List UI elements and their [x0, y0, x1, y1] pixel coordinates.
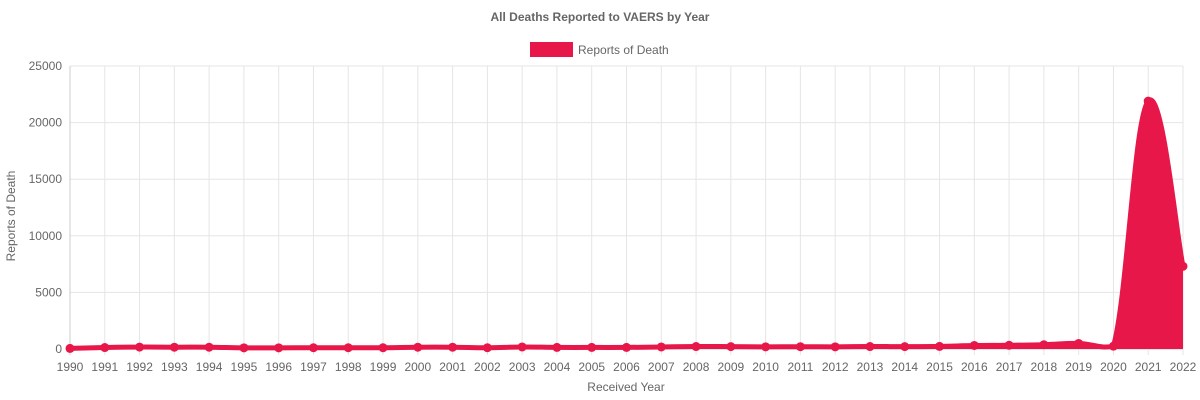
- x-tick-label: 2015: [926, 360, 953, 374]
- x-tick-label: 2020: [1100, 360, 1127, 374]
- data-point-2017[interactable]: [1004, 340, 1014, 350]
- x-tick-label: 2008: [683, 360, 710, 374]
- data-point-1994[interactable]: [204, 342, 214, 352]
- x-tick-label: 2014: [891, 360, 918, 374]
- chart-title: All Deaths Reported to VAERS by Year: [491, 10, 710, 24]
- data-point-2002[interactable]: [482, 343, 492, 353]
- x-tick-label: 2009: [717, 360, 744, 374]
- x-tick-label: 1997: [300, 360, 327, 374]
- data-point-2020[interactable]: [1108, 341, 1118, 351]
- legend-swatch[interactable]: [530, 42, 573, 57]
- y-axis-title: Reports of Death: [4, 171, 18, 262]
- x-tick-label: 2013: [857, 360, 884, 374]
- y-tick-label: 25000: [29, 59, 63, 73]
- point-layer[interactable]: [65, 96, 1188, 353]
- data-point-2013[interactable]: [865, 342, 875, 352]
- x-tick-label: 2004: [544, 360, 571, 374]
- x-axis: 1990 1991 1992 1993 1994 1995 1996 1997 1998 1999…: [57, 360, 1197, 374]
- data-point-2015[interactable]: [935, 341, 945, 351]
- data-point-2016[interactable]: [969, 340, 979, 350]
- x-tick-label: 1999: [370, 360, 397, 374]
- x-tick-label: 2002: [474, 360, 501, 374]
- data-point-2021[interactable]: [1143, 96, 1153, 106]
- x-tick-label: 1990: [57, 360, 84, 374]
- data-point-2006[interactable]: [622, 342, 631, 352]
- x-tick-label: 2010: [752, 360, 779, 374]
- x-tick-label: 1996: [265, 360, 292, 374]
- data-point-2003[interactable]: [517, 342, 527, 352]
- x-tick-label: 1994: [196, 360, 223, 374]
- data-point-2007[interactable]: [656, 342, 666, 352]
- data-point-2009[interactable]: [726, 342, 736, 352]
- x-tick-label: 2006: [613, 360, 640, 374]
- data-point-1991[interactable]: [100, 343, 110, 353]
- legend-label[interactable]: Reports of Death: [578, 43, 669, 57]
- x-tick-label: 1995: [231, 360, 258, 374]
- data-point-2004[interactable]: [552, 342, 562, 352]
- data-point-2018[interactable]: [1039, 340, 1049, 350]
- y-tick-label: 5000: [35, 285, 62, 299]
- x-tick-label: 1991: [91, 360, 118, 374]
- x-tick-label: 2001: [439, 360, 466, 374]
- data-point-1993[interactable]: [169, 342, 179, 352]
- x-tick-label: 2011: [788, 360, 814, 374]
- x-axis-title: Received Year: [587, 380, 664, 394]
- x-tick-label: 2012: [822, 360, 849, 374]
- y-tick-label: 10000: [29, 229, 63, 243]
- data-point-2005[interactable]: [587, 342, 597, 352]
- data-point-2012[interactable]: [830, 342, 840, 352]
- x-tick-label: 2022: [1170, 360, 1197, 374]
- data-point-1990[interactable]: [65, 343, 75, 353]
- x-tick-label: 2007: [648, 360, 675, 374]
- x-tick-label: 2018: [1031, 360, 1058, 374]
- data-point-2008[interactable]: [691, 342, 701, 352]
- data-point-2011[interactable]: [795, 342, 805, 352]
- data-point-2022[interactable]: [1178, 261, 1188, 271]
- data-point-2000[interactable]: [413, 342, 423, 352]
- x-tick-label: 1993: [161, 360, 188, 374]
- data-point-2010[interactable]: [761, 342, 771, 352]
- y-tick-label: 15000: [29, 172, 63, 186]
- x-tick-label: 1992: [126, 360, 153, 374]
- x-tick-label: 2003: [509, 360, 536, 374]
- x-tick-label: 2021: [1135, 360, 1162, 374]
- y-axis: 0 5000 10000 15000 20000 25000: [29, 59, 63, 356]
- data-point-1999[interactable]: [378, 343, 388, 353]
- y-tick-label: 20000: [29, 116, 63, 130]
- x-tick-label: 2005: [578, 360, 605, 374]
- data-point-1998[interactable]: [343, 343, 353, 353]
- x-tick-label: 1998: [335, 360, 362, 374]
- data-point-2014[interactable]: [900, 342, 910, 352]
- data-point-1995[interactable]: [239, 343, 249, 353]
- legend[interactable]: Reports of Death: [530, 42, 669, 57]
- data-point-2001[interactable]: [448, 342, 458, 352]
- data-point-2019[interactable]: [1074, 338, 1084, 348]
- x-tick-label: 2000: [404, 360, 431, 374]
- data-point-1996[interactable]: [274, 343, 284, 353]
- grid-layer: [69, 65, 1184, 355]
- y-tick-label: 0: [55, 342, 62, 356]
- data-point-1992[interactable]: [135, 342, 145, 352]
- x-tick-label: 2016: [961, 360, 988, 374]
- x-tick-label: 2017: [996, 360, 1023, 374]
- data-point-1997[interactable]: [308, 343, 318, 353]
- x-tick-label: 2019: [1065, 360, 1092, 374]
